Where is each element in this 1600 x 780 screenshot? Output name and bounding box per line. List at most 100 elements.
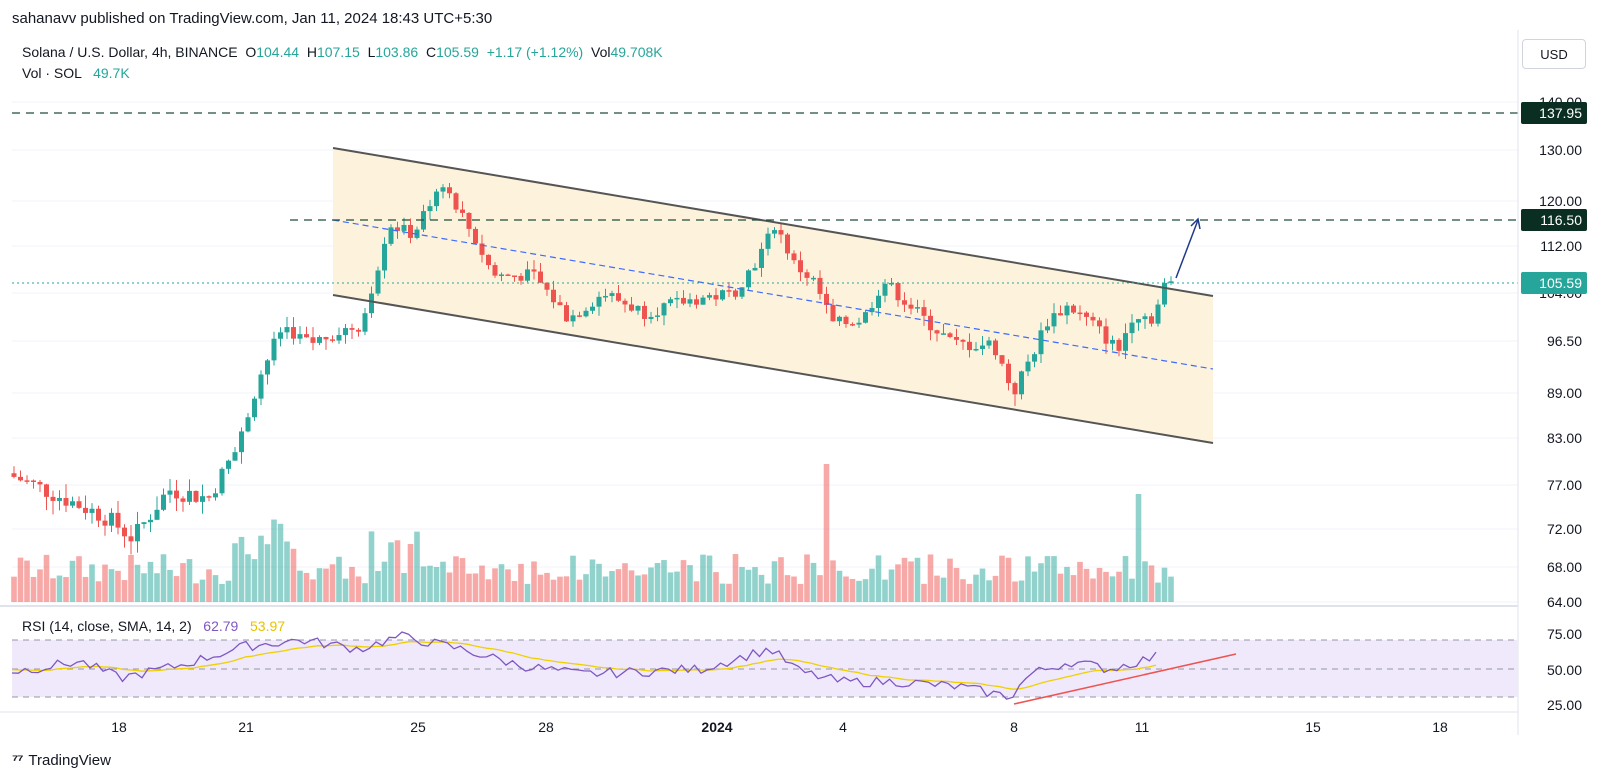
candle-body [219,468,225,494]
candle-body [226,460,231,469]
currency-button[interactable]: USD [1522,39,1586,69]
volume-bar [459,558,466,602]
low-value: 103.86 [375,44,419,60]
candle-body [720,290,725,300]
candle-body [1162,282,1167,305]
candle-body [466,212,472,229]
volume-bar [661,560,667,602]
candle-body [304,334,309,338]
channel-lower-line [332,294,1214,444]
volume-bar [778,557,784,602]
candle-body [1103,326,1109,344]
candle-body [213,493,218,498]
volume-bar [349,566,355,602]
volume-bar [979,568,986,602]
volume-bar [323,568,329,602]
volume-bar [128,554,134,602]
time-tick-label: 15 [1305,719,1321,735]
volume-bar [537,574,544,602]
time-tick-label: 8 [1010,719,1018,735]
volume-bar [277,523,284,602]
volume-bar [394,540,401,602]
volume-bar [485,579,492,602]
volume-bar [732,554,739,602]
price-label-box [1521,102,1587,124]
candle-body [408,224,413,238]
volume-bar [674,571,680,602]
rsi-tick-label: 25.00 [1547,697,1582,713]
candle-body [83,507,88,513]
volume-bar [414,531,420,602]
volume-bar [1077,561,1083,602]
volume-bar [69,560,76,602]
candle-body [297,334,303,339]
volume-bar [89,564,95,602]
volume-bar [401,572,407,602]
volume-bar [622,563,628,602]
volume-bar [1064,566,1070,602]
breakout-arrowhead [1190,217,1201,230]
volume-bar [784,575,791,602]
candle-body [1019,371,1024,395]
descending-channel-fill [333,148,1213,443]
time-tick-label: 28 [538,719,554,735]
candle-body [694,299,699,305]
time-tick-label: 21 [238,719,254,735]
rsi-tick-label: 75.00 [1547,626,1582,642]
candle-body [44,484,49,497]
candle-body [245,417,251,432]
candle-body [70,501,75,506]
volume-bar [1148,565,1155,602]
candle-body [1058,313,1063,316]
candle-body [128,536,134,542]
volume-bar [30,576,37,602]
candle-body [1155,304,1161,324]
candle-body [1097,320,1102,327]
candle-body [1064,305,1070,316]
volume-bar [999,555,1005,602]
volume-bar [817,575,823,602]
candle-body [330,339,335,341]
volume-bar [901,557,908,602]
candle-body [18,476,23,481]
volume-bar [11,576,17,602]
candle-body [109,512,114,526]
candle-body [122,527,127,537]
candle-body [973,348,979,351]
volume-bar [531,561,537,602]
rsi-ma-line [11,640,1157,690]
volume-legend: Vol · SOL 49.7K [22,65,130,81]
candle-body [570,315,576,322]
channel-upper-line [332,147,1214,297]
candle-body [700,297,706,305]
candle-body [382,243,387,271]
candle-body [167,490,173,495]
volume-bar [316,568,323,602]
time-tick-label: 11 [1135,719,1150,735]
candle-body [622,300,628,305]
volume-bar [362,583,368,602]
candle-body [869,307,875,313]
volume-bar [791,576,797,602]
candle-body [850,324,855,326]
volume-bar [739,567,745,602]
candle-body [232,452,238,461]
volume-bar [420,566,427,602]
price-labels: 137.95 116.50 105.59 [1521,102,1587,294]
channel-midline [332,219,1214,370]
breakout-arrow [1175,219,1199,279]
time-tick-label: 18 [111,719,127,735]
candle-body [1123,333,1128,351]
price-label: 137.95 [1539,105,1582,121]
volume-bar [596,563,602,602]
candle-body [577,315,582,317]
candle-body [375,270,381,294]
candle-body [635,305,641,311]
candle-body [154,509,160,520]
volume-bar [1070,575,1077,602]
candle-body [1006,363,1011,384]
rsi-trendline [1013,653,1237,705]
volume-bar [635,575,641,602]
volume-bar [342,578,349,602]
